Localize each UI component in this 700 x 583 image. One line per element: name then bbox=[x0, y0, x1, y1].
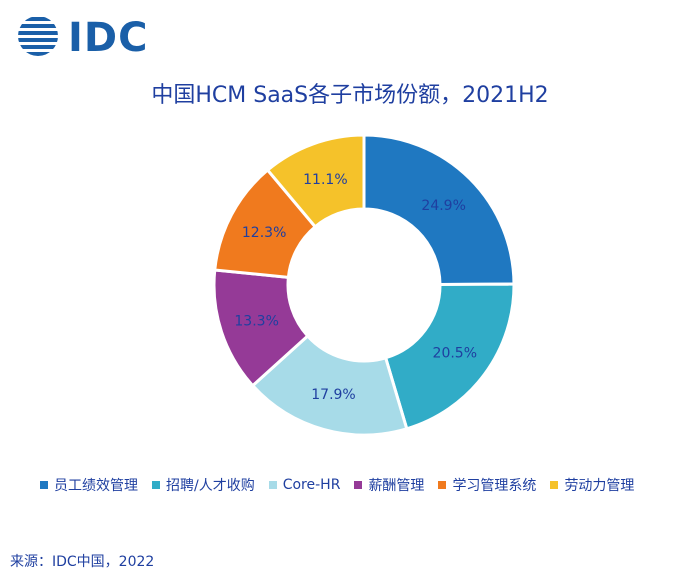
legend-label-5: 劳动力管理 bbox=[564, 478, 635, 494]
slice-label-1: 20.5% bbox=[433, 345, 477, 361]
slice-label-3: 13.3% bbox=[234, 313, 278, 329]
legend-item-1: 招聘/人才收购 bbox=[152, 475, 255, 495]
legend-label-4: 学习管理系统 bbox=[452, 478, 537, 494]
pie-slice-5 bbox=[265, 133, 366, 229]
idc-logo: IDC bbox=[14, 12, 164, 64]
legend-label-2: Core-HR bbox=[282, 477, 341, 493]
legend-swatch-1 bbox=[152, 481, 160, 489]
chart-title: 中国HCM SaaS各子市场份额，2021H2 bbox=[151, 83, 549, 108]
legend-label-0: 员工绩效管理 bbox=[54, 478, 138, 494]
slice-label-2: 17.9% bbox=[311, 387, 355, 403]
source-note: 来源：IDC中国，2022 bbox=[10, 554, 155, 570]
legend-swatch-0 bbox=[40, 481, 48, 489]
pie-slice-2 bbox=[250, 333, 409, 437]
legend-item-5: 劳动力管理 bbox=[550, 475, 634, 495]
legend-item-3: 薪酬管理 bbox=[354, 475, 424, 495]
pie-slice-0 bbox=[362, 133, 516, 287]
slice-label-0: 24.9% bbox=[421, 198, 465, 214]
donut-chart: 24.9% 20.5% 17.9% 13.3% 12.3% 11.1% bbox=[212, 133, 516, 437]
slice-label-4: 12.3% bbox=[242, 225, 286, 241]
legend-item-0: 员工绩效管理 bbox=[40, 475, 138, 495]
legend-swatch-3 bbox=[354, 481, 363, 489]
pie-slice-1 bbox=[383, 282, 516, 431]
slice-label-5: 11.1% bbox=[303, 172, 347, 188]
legend-label-3: 薪酬管理 bbox=[368, 478, 425, 494]
legend-item-4: 学习管理系统 bbox=[438, 475, 536, 495]
globe-icon bbox=[18, 17, 58, 56]
logo-text: IDC bbox=[68, 15, 149, 61]
legend-swatch-4 bbox=[438, 481, 447, 489]
legend-label-1: 招聘/人才收购 bbox=[166, 478, 255, 494]
legend-swatch-5 bbox=[550, 481, 559, 489]
legend-item-2: Core-HR bbox=[268, 477, 341, 493]
legend-swatch-2 bbox=[268, 481, 277, 489]
chart-legend: 员工绩效管理 招聘/人才收购 Core-HR 薪酬管理 学习管理系统 劳动力管理 bbox=[40, 474, 680, 496]
